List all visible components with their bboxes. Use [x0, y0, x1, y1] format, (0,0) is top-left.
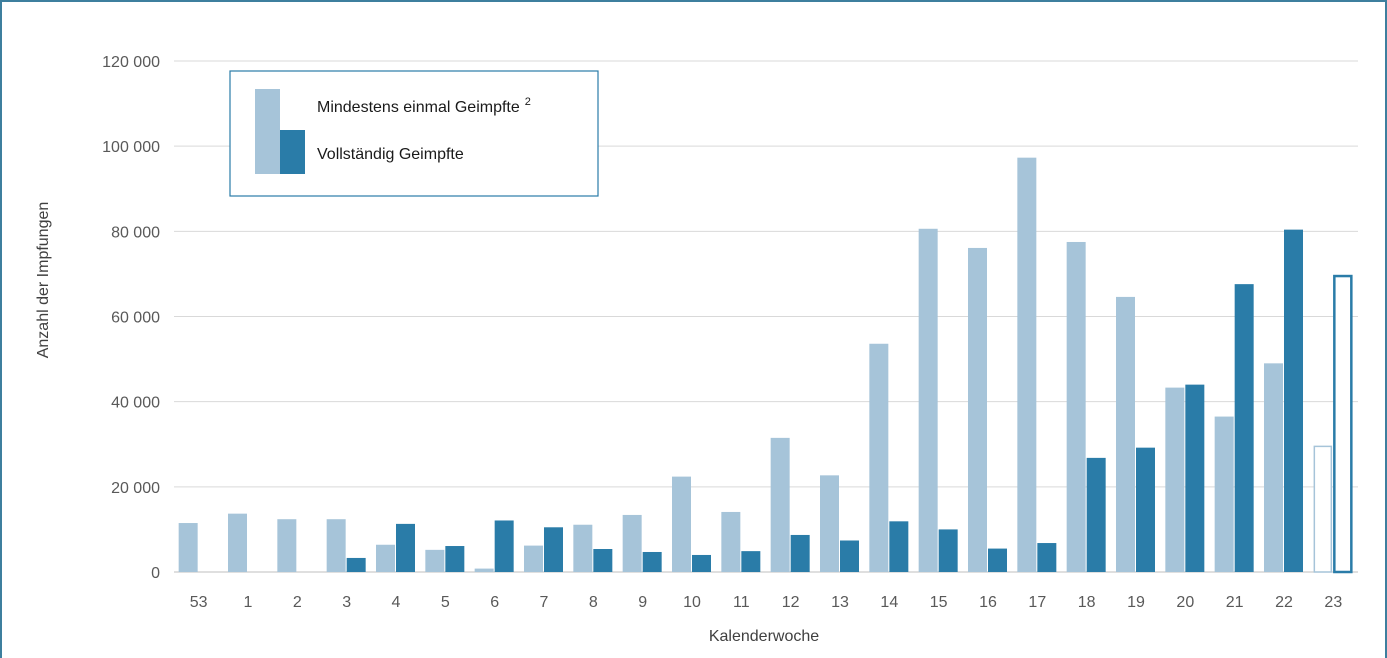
legend-swatch-mindestens-einmal [255, 89, 280, 174]
x-axis-ticks: 53 1 2 3 4 5 6 7 8 9 10 11 12 13 14 15 16 17 18 19 20 21 22 23 [190, 594, 1343, 611]
bar-vollstaendig-kw6 [494, 520, 514, 572]
y-axis-title: Anzahl der Impfungen [35, 202, 52, 359]
x-tick-label: 23 [1324, 594, 1342, 611]
bar-mindestens-einmal-kw1 [228, 513, 247, 572]
bar-vollstaendig-kw14 [889, 521, 909, 572]
x-tick-label: 17 [1028, 594, 1046, 611]
y-tick-label: 60 000 [111, 310, 160, 327]
bar-mindestens-einmal-kw14 [869, 343, 889, 572]
bar-mindestens-einmal-kw16 [968, 247, 987, 572]
bar-mindestens-einmal-kw5 [425, 549, 445, 572]
bar-vollstaendig-kw17 [1037, 543, 1057, 572]
legend-label-mindestens-einmal: Mindestens einmal Geimpfte 2 [317, 96, 531, 116]
bar-mindestens-einmal-kw8 [573, 524, 593, 572]
x-tick-label: 5 [441, 594, 450, 611]
bar-mindestens-einmal-kw4 [376, 544, 395, 572]
x-tick-label: 9 [638, 594, 647, 611]
x-tick-label: 53 [190, 594, 208, 611]
bar-mindestens-einmal-kw13 [820, 475, 839, 572]
legend: Mindestens einmal Geimpfte 2 Vollständig … [229, 70, 599, 197]
bar-mindestens-einmal-kw10 [672, 476, 691, 572]
bar-vollstaendig-kw15 [938, 529, 958, 572]
x-tick-label: 20 [1176, 594, 1194, 611]
bar-vollstaendig-kw12 [790, 534, 810, 572]
y-tick-label: 20 000 [111, 480, 160, 497]
bar-vollstaendig-kw5 [445, 546, 465, 572]
bar-vollstaendig-kw4 [396, 523, 415, 572]
x-tick-label: 8 [589, 594, 598, 611]
bar-vollstaendig-kw7 [544, 527, 563, 572]
x-tick-label: 22 [1275, 594, 1293, 611]
y-tick-label: 100 000 [102, 139, 160, 156]
x-tick-label: 12 [782, 594, 800, 611]
bar-mindestens-einmal-kw15 [918, 228, 938, 573]
x-tick-label: 15 [930, 594, 948, 611]
bar-mindestens-einmal-kw20 [1165, 387, 1185, 572]
bar-vollstaendig-kw8 [593, 549, 613, 572]
x-tick-label: 19 [1127, 594, 1145, 611]
bar-mindestens-einmal-kw9 [622, 514, 642, 572]
bar-mindestens-einmal-kw21 [1214, 416, 1234, 572]
bar-vollstaendig-kw16 [988, 548, 1007, 572]
bar-mindestens-einmal-kw18 [1066, 241, 1086, 572]
x-tick-label: 14 [880, 594, 898, 611]
x-tick-label: 11 [733, 594, 750, 611]
x-tick-label: 6 [490, 594, 499, 611]
legend-swatch-vollstaendig [280, 130, 305, 174]
bar-mindestens-einmal-kw3 [326, 519, 346, 572]
bar-vollstaendig-kw22 [1284, 229, 1303, 572]
x-axis-title: Kalenderwoche [709, 628, 819, 645]
bar-mindestens-einmal-kw53 [178, 523, 198, 572]
x-tick-label: 13 [831, 594, 849, 611]
y-tick-label: 0 [151, 565, 160, 582]
bar-vollstaendig-kw19 [1136, 447, 1155, 572]
y-tick-label: 120 000 [102, 54, 160, 71]
bar-vollstaendig-kw3 [346, 557, 366, 572]
y-tick-label: 40 000 [111, 395, 160, 412]
bar-vollstaendig-kw20 [1185, 384, 1205, 572]
bar-vollstaendig-kw13 [840, 540, 859, 572]
bar-vollstaendig-kw10 [692, 554, 711, 572]
bar-mindestens-einmal-kw6 [474, 568, 494, 572]
x-tick-label: 7 [540, 594, 549, 611]
x-tick-label: 3 [342, 594, 351, 611]
x-tick-label: 1 [244, 594, 253, 611]
bar-mindestens-einmal-kw12 [770, 437, 790, 572]
bar-vollstaendig-kw18 [1086, 457, 1106, 572]
x-tick-label: 16 [979, 594, 997, 611]
bars [178, 157, 1353, 574]
y-tick-label: 80 000 [111, 224, 160, 241]
x-tick-label: 21 [1226, 594, 1244, 611]
bar-mindestens-einmal-kw23 [1313, 445, 1333, 573]
bar-mindestens-einmal-kw11 [721, 511, 741, 572]
bar-mindestens-einmal-kw2 [277, 519, 297, 572]
bar-mindestens-einmal-kw22 [1264, 363, 1283, 572]
bar-vollstaendig-kw11 [741, 551, 761, 572]
bar-mindestens-einmal-kw17 [1017, 157, 1037, 572]
bar-mindestens-einmal-kw19 [1116, 296, 1135, 572]
legend-label-vollstaendig: Vollständig Geimpfte [317, 146, 464, 163]
y-axis-ticks: 0 20 000 40 000 60 000 80 000 100 000 120 000 [102, 54, 160, 582]
bar-vollstaendig-kw21 [1234, 284, 1254, 572]
bar-vollstaendig-kw9 [642, 551, 662, 572]
bar-vollstaendig-kw23 [1333, 274, 1353, 574]
x-tick-label: 18 [1078, 594, 1096, 611]
bar-mindestens-einmal-kw7 [524, 545, 543, 572]
x-tick-label: 10 [683, 594, 701, 611]
x-tick-label: 4 [392, 594, 401, 611]
x-tick-label: 2 [293, 594, 302, 611]
